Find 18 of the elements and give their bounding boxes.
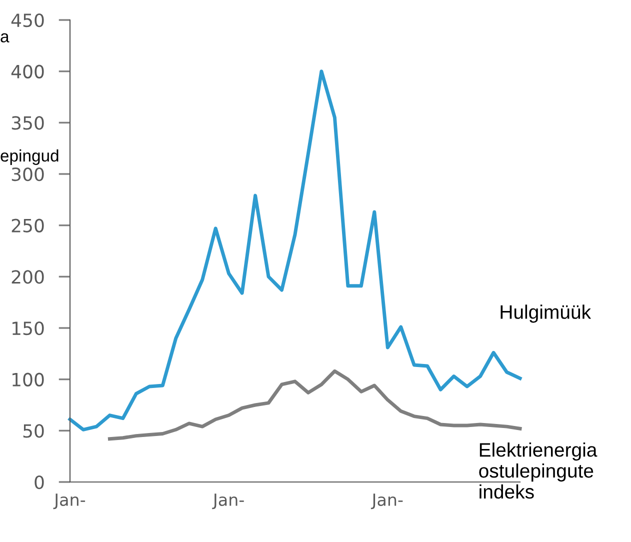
- y-tick-label: 450: [11, 13, 44, 28]
- y-tick-label: 0: [34, 475, 44, 490]
- y-tick-label: 400: [11, 64, 44, 78]
- series-label: Elektrienergia ostulepingute indeks: [479, 442, 598, 499]
- series-label: Hulgimüük: [500, 304, 592, 323]
- text: epingud: [0, 149, 58, 165]
- x-tick-label: Jan-: [370, 494, 403, 510]
- y-tick-label: 350: [12, 116, 44, 130]
- y-tick-label: 150: [12, 321, 44, 336]
- x-tick-label: Jan-: [212, 494, 244, 510]
- y-tick-label: 200: [12, 270, 44, 284]
- text: a: [0, 33, 10, 42]
- x-tick-label: Jan-: [53, 494, 86, 510]
- y-tick-label: 300: [12, 167, 44, 182]
- line-series: [108, 369, 522, 441]
- y-tick-label: 50: [23, 424, 44, 438]
- y-tick-label: 250: [12, 218, 44, 232]
- y-tick-label: 100: [12, 372, 44, 386]
